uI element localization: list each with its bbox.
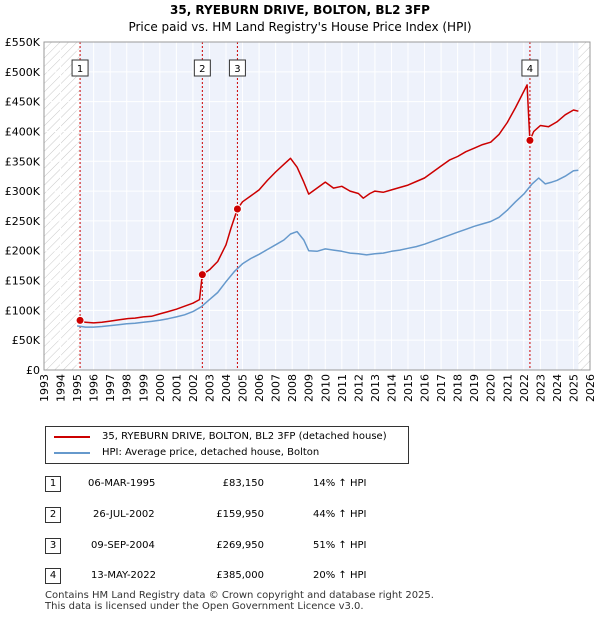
x-tick-label: 2018	[452, 374, 465, 402]
x-tick-label: 2021	[501, 374, 514, 402]
y-tick-label: £400K	[5, 125, 41, 138]
legend-swatch-property	[54, 436, 90, 438]
sale-point	[525, 135, 535, 145]
sale-label-number: 2	[199, 64, 205, 75]
transaction-row: 4 13-MAY-2022 £385,000 20% ↑ HPI	[0, 567, 600, 585]
y-tick-label: £200K	[5, 245, 41, 258]
sale-label-number: 4	[527, 64, 533, 75]
x-tick-label: 2002	[187, 374, 200, 402]
sale-label-number: 3	[234, 64, 240, 75]
transaction-row: 2 26-JUL-2002 £159,950 44% ↑ HPI	[0, 506, 600, 524]
x-tick-label: 2003	[203, 374, 216, 402]
x-tick-label: 2011	[336, 374, 349, 402]
y-tick-label: £500K	[5, 66, 41, 79]
sale-label-box	[228, 59, 246, 77]
x-tick-label: 2008	[286, 374, 299, 402]
x-tick-label: 2007	[270, 374, 283, 402]
transaction-price: £159,950	[216, 509, 264, 520]
transaction-number-badge: 2	[45, 507, 61, 523]
transaction-price: £385,000	[216, 570, 264, 581]
x-tick-label: 2017	[435, 374, 448, 402]
transaction-hpi-change: 44% ↑ HPI	[313, 509, 367, 520]
x-tick-label: 2012	[352, 374, 365, 402]
x-tick-label: 2019	[468, 374, 481, 402]
sale-point	[197, 270, 207, 280]
y-tick-label: £150K	[5, 275, 41, 288]
plot-border	[43, 41, 591, 371]
y-tick-label: £300K	[5, 185, 41, 198]
property-series-line	[79, 84, 579, 324]
transaction-hpi-change: 20% ↑ HPI	[313, 570, 367, 581]
transaction-hpi-change: 51% ↑ HPI	[313, 540, 367, 551]
legend-label-property: 35, RYEBURN DRIVE, BOLTON, BL2 3FP (deta…	[102, 431, 387, 442]
transaction-number-badge: 4	[45, 568, 61, 584]
x-tick-label: 2024	[551, 374, 564, 402]
sale-label-box	[521, 59, 539, 77]
transaction-price: £269,950	[216, 540, 264, 551]
transaction-hpi-change: 14% ↑ HPI	[313, 478, 367, 489]
sale-point	[75, 315, 85, 325]
x-tick-label: 1999	[137, 374, 150, 402]
x-tick-label: 1993	[38, 374, 51, 402]
x-tick-label: 2020	[485, 374, 498, 402]
x-tick-label: 2009	[303, 374, 316, 402]
sale-label-number: 1	[77, 64, 83, 75]
footer-line-copyright: Contains HM Land Registry data © Crown c…	[45, 590, 434, 601]
y-tick-label: £450K	[5, 96, 41, 109]
transaction-date: 26-JUL-2002	[93, 509, 155, 520]
x-tick-label: 2023	[534, 374, 547, 402]
hatch-region	[44, 42, 81, 370]
footer-line-licence: This data is licensed under the Open Gov…	[45, 601, 364, 612]
x-tick-label: 1995	[71, 374, 84, 402]
x-tick-label: 2006	[253, 374, 266, 402]
x-tick-label: 2026	[584, 374, 597, 402]
transaction-number-badge: 3	[45, 538, 61, 554]
x-tick-label: 1996	[88, 374, 101, 402]
x-tick-label: 2015	[402, 374, 415, 402]
x-tick-label: 1998	[121, 374, 134, 402]
footer-attribution: Contains HM Land Registry data © Crown c…	[45, 590, 434, 612]
transaction-number-badge: 1	[45, 476, 61, 492]
legend-swatch-hpi	[54, 452, 90, 454]
x-tick-label: 2001	[170, 374, 183, 402]
hatch-region	[578, 42, 590, 370]
sale-label-box	[71, 59, 89, 77]
chart-title: 35, RYEBURN DRIVE, BOLTON, BL2 3FP	[170, 3, 430, 17]
y-tick-label: £350K	[5, 155, 41, 168]
transaction-date: 06-MAR-1995	[88, 478, 156, 489]
transaction-date: 13-MAY-2022	[91, 570, 157, 581]
chart-legend: 35, RYEBURN DRIVE, BOLTON, BL2 3FP (deta…	[45, 426, 409, 464]
y-tick-label: £0	[26, 364, 40, 377]
y-tick-label: £550K	[5, 36, 41, 49]
x-tick-label: 2010	[319, 374, 332, 402]
transaction-price: £83,150	[222, 478, 264, 489]
legend-label-hpi: HPI: Average price, detached house, Bolt…	[102, 447, 320, 458]
chart-subtitle: Price paid vs. HM Land Registry's House …	[128, 20, 472, 34]
x-tick-label: 1994	[55, 374, 68, 402]
sale-label-box	[193, 59, 211, 77]
x-tick-label: 2005	[237, 374, 250, 402]
x-tick-label: 2013	[369, 374, 382, 402]
x-tick-label: 2000	[154, 374, 167, 402]
y-tick-label: £250K	[5, 215, 41, 228]
x-tick-label: 1997	[104, 374, 117, 402]
plot-background	[44, 42, 590, 370]
hpi-series-line	[76, 169, 579, 328]
x-tick-label: 2016	[419, 374, 432, 402]
y-tick-label: £50K	[12, 334, 41, 347]
transaction-row: 3 09-SEP-2004 £269,950 51% ↑ HPI	[0, 537, 600, 555]
sale-point	[232, 204, 242, 214]
x-tick-label: 2025	[567, 374, 580, 402]
y-tick-label: £100K	[5, 304, 41, 317]
price-chart: £0 £50K £100K £150K £200K £250K £300K £350K £400…	[5, 36, 597, 402]
transaction-row: 1 06-MAR-1995 £83,150 14% ↑ HPI	[0, 475, 600, 493]
x-tick-label: 2022	[518, 374, 531, 402]
x-tick-label: 2014	[385, 374, 398, 402]
transaction-date: 09-SEP-2004	[91, 540, 155, 551]
x-tick-label: 2004	[220, 374, 233, 402]
